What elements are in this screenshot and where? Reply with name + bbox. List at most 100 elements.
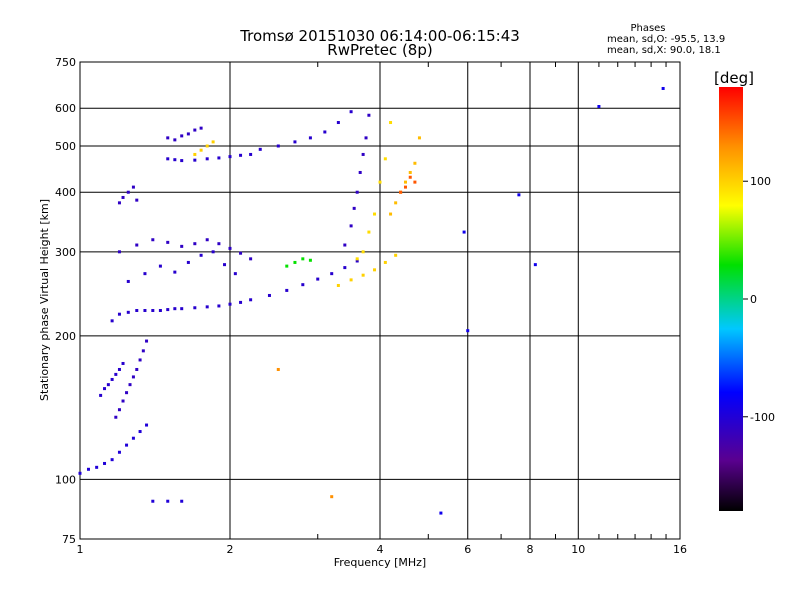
- data-point: [180, 499, 184, 503]
- data-point: [114, 415, 118, 419]
- y-axis-label: Stationary phase Virtual Height [km]: [38, 199, 51, 401]
- data-point: [193, 158, 197, 162]
- stats-header: Phases: [630, 23, 665, 34]
- data-point: [349, 110, 353, 114]
- data-point: [86, 467, 90, 471]
- data-point: [193, 242, 197, 246]
- data-point: [135, 367, 139, 371]
- data-point: [361, 273, 365, 277]
- data-point: [389, 121, 393, 125]
- data-point: [173, 307, 177, 311]
- data-point: [125, 391, 129, 395]
- data-point: [285, 288, 289, 292]
- data-point: [413, 161, 417, 165]
- data-point: [285, 264, 289, 268]
- data-point: [258, 147, 262, 151]
- data-point: [117, 450, 121, 454]
- data-point: [267, 293, 271, 297]
- data-point: [205, 157, 209, 161]
- data-point: [180, 244, 184, 248]
- data-point: [145, 339, 149, 343]
- y-tick-label: 200: [55, 330, 76, 343]
- data-point: [166, 240, 170, 244]
- data-point: [131, 185, 135, 189]
- chart-title: Tromsø 20151030 06:14:00-06:15:43: [239, 27, 520, 45]
- data-point: [293, 260, 297, 264]
- colorbar-label: [deg]: [714, 69, 754, 87]
- data-point: [403, 185, 407, 189]
- data-point: [141, 349, 145, 353]
- data-point: [533, 263, 537, 267]
- data-point: [358, 170, 362, 174]
- x-tick-label: 6: [464, 543, 471, 556]
- data-point: [217, 304, 221, 308]
- data-point: [193, 152, 197, 156]
- data-point: [103, 461, 107, 465]
- x-tick-labels: 1 2 4 6 8 10 16: [77, 543, 688, 556]
- data-point: [166, 136, 170, 140]
- data-point: [199, 126, 203, 130]
- data-point: [228, 155, 232, 159]
- data-point: [361, 152, 365, 156]
- data-point: [151, 499, 155, 503]
- chart-subtitle: RwPretec (8p): [327, 41, 432, 59]
- y-tick-label: 750: [55, 56, 76, 69]
- data-point: [249, 152, 253, 156]
- data-point: [361, 250, 365, 254]
- data-point: [106, 383, 110, 387]
- data-point: [373, 268, 377, 272]
- y-tick-label: 500: [55, 140, 76, 153]
- data-point: [143, 308, 147, 312]
- data-point: [239, 153, 243, 157]
- data-point: [135, 198, 139, 202]
- data-point: [121, 361, 125, 365]
- data-point: [166, 308, 170, 312]
- data-point: [131, 375, 135, 379]
- data-point: [121, 195, 125, 199]
- data-point: [138, 430, 142, 434]
- data-point: [364, 136, 368, 140]
- data-point: [373, 212, 377, 216]
- data-point: [217, 156, 221, 160]
- data-point: [223, 263, 227, 267]
- data-point: [355, 259, 359, 263]
- data-point: [126, 310, 130, 314]
- data-point: [239, 300, 243, 304]
- y-tick-label: 600: [55, 102, 76, 115]
- y-tick-labels: 75 100 200 300 400 500 600 750: [55, 56, 76, 546]
- data-point: [383, 157, 387, 161]
- data-point: [103, 387, 107, 391]
- stats-line-o: mean, sd,O: -95.5, 13.9: [607, 34, 725, 45]
- data-point: [276, 144, 280, 148]
- data-point: [597, 105, 601, 109]
- data-point: [517, 193, 521, 197]
- data-point: [125, 443, 129, 447]
- data-point: [323, 130, 327, 134]
- data-point: [394, 201, 398, 205]
- data-point: [233, 272, 237, 276]
- data-point: [439, 511, 443, 515]
- y-tick-label: 100: [55, 473, 76, 486]
- y-tick-label: 400: [55, 186, 76, 199]
- data-point: [110, 319, 114, 323]
- data-point: [117, 367, 121, 371]
- colorbar-tick-label: -100: [750, 411, 775, 424]
- data-point: [330, 272, 334, 276]
- data-point: [121, 399, 125, 403]
- colorbar: [719, 87, 743, 511]
- data-point: [394, 253, 398, 257]
- data-point: [166, 499, 170, 503]
- data-point: [301, 257, 305, 261]
- data-point: [110, 377, 114, 381]
- data-point: [117, 408, 121, 412]
- data-point: [276, 367, 280, 371]
- data-point: [355, 257, 359, 261]
- data-point: [217, 242, 221, 246]
- data-point: [114, 372, 118, 376]
- data-point: [408, 175, 412, 179]
- data-point: [417, 136, 421, 140]
- data-point: [180, 159, 184, 163]
- data-point: [199, 253, 203, 257]
- data-point: [408, 170, 412, 174]
- data-point: [308, 258, 312, 262]
